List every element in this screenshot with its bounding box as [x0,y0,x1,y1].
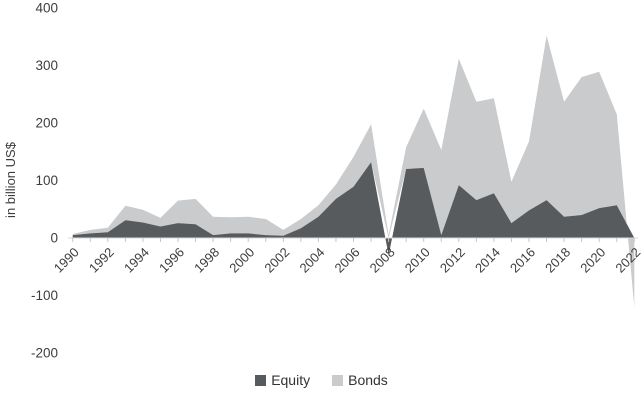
x-tick-label: 2020 [577,245,608,276]
x-tick-label: 2022 [612,245,643,276]
x-tick-label: 2000 [226,245,257,276]
x-tick-label: 2014 [472,245,503,276]
equity-area [72,162,635,256]
legend-bonds-label: Bonds [348,372,388,388]
x-tick-label: 2018 [542,245,573,276]
bonds-area [72,35,635,307]
y-tick-label: 0 [50,231,58,246]
legend-item-equity: Equity [255,372,310,388]
plot-areas [72,35,635,307]
x-tick-label: 2016 [507,245,538,276]
legend-item-bonds: Bonds [332,372,388,388]
y-tick-label: -100 [31,288,58,303]
y-tick-label: 300 [35,58,58,73]
bonds-swatch-icon [332,374,344,386]
legend-equity-label: Equity [271,372,311,388]
y-tick-label: 100 [35,173,58,188]
equity-swatch-icon [255,374,267,386]
x-tick-label: 2010 [402,245,433,276]
x-tick-label: 1992 [86,245,117,276]
y-tick-label: 200 [35,116,58,131]
x-tick-label: 1990 [51,245,82,276]
x-tick-label: 2002 [261,245,292,276]
legend: Equity Bonds [0,372,643,388]
x-tick-label: 2004 [296,245,327,276]
y-tick-label: 400 [35,1,58,16]
y-axis-labels: 400 300 200 100 0 -100 -200 [31,1,58,361]
x-tick-label: 2006 [332,245,363,276]
x-tick-label: 1994 [121,245,152,276]
x-tick-label: 2008 [367,245,398,276]
x-tick-label: 1996 [156,245,187,276]
x-tick-label: 2012 [437,245,468,276]
x-axis: 1990 1992 1994 1996 1998 2000 2002 2004 2006 2008… [51,237,643,276]
y-axis-title: in billion US$ [3,141,18,218]
x-tick-label: 1998 [191,245,222,276]
y-tick-label: -200 [31,346,58,361]
